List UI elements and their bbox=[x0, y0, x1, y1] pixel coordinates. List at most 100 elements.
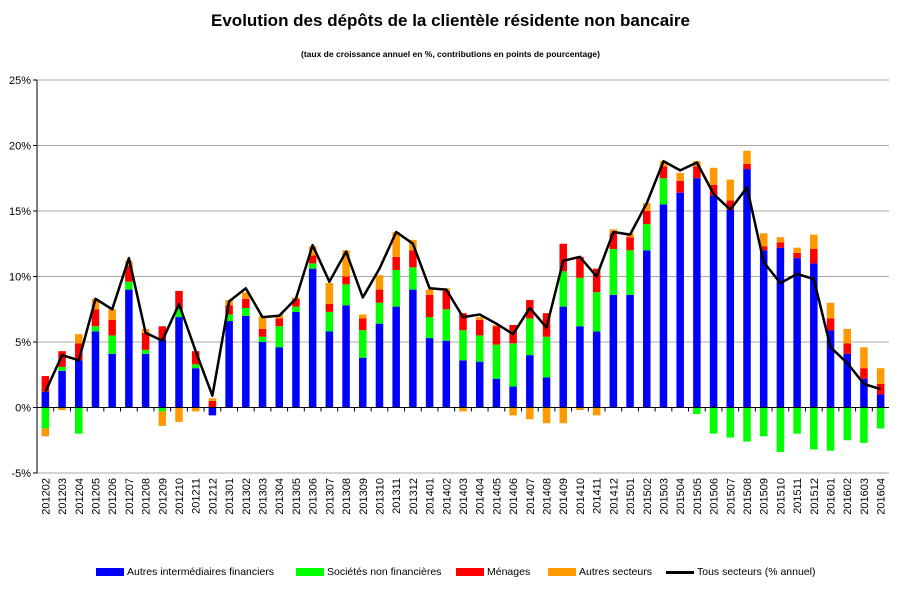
bar-segment bbox=[41, 428, 50, 437]
x-tick-label: 201207 bbox=[124, 478, 136, 515]
bar-segment bbox=[258, 315, 267, 329]
bar-segment bbox=[425, 338, 434, 408]
bar-segment bbox=[359, 318, 367, 331]
bar-segment bbox=[793, 258, 801, 408]
bar-segment bbox=[191, 364, 200, 369]
bar-segment bbox=[475, 361, 484, 408]
x-tick-label: 201507 bbox=[725, 478, 737, 515]
bar-segment bbox=[810, 407, 818, 450]
bar-segment bbox=[75, 343, 83, 361]
bar-segment bbox=[258, 328, 267, 337]
bar-segment bbox=[175, 317, 183, 408]
bar-segment bbox=[91, 298, 100, 310]
bar-segment bbox=[191, 368, 200, 408]
legend-item-autres-intermediaires: Autres intermédiaires financiers bbox=[96, 566, 274, 578]
bar-segment bbox=[643, 250, 651, 408]
x-tick-label: 201504 bbox=[675, 478, 687, 515]
bar-segment bbox=[676, 192, 684, 408]
x-tick-label: 201512 bbox=[809, 478, 821, 515]
bar-segment bbox=[108, 335, 116, 354]
bar-segment bbox=[843, 407, 851, 441]
bar-segment bbox=[709, 184, 718, 196]
bar-series bbox=[41, 150, 885, 453]
bar-segment bbox=[275, 326, 283, 348]
x-tick-label: 201511 bbox=[792, 478, 804, 514]
bar-segment bbox=[843, 353, 851, 408]
x-tick-label: 201603 bbox=[859, 478, 871, 515]
bar-segment bbox=[659, 204, 668, 408]
bar-segment bbox=[342, 305, 350, 408]
bar-segment bbox=[726, 179, 735, 201]
legend-item-menages: Ménages bbox=[456, 566, 530, 578]
bar-segment bbox=[759, 407, 768, 437]
x-tick-label: 201210 bbox=[174, 478, 186, 515]
bar-segment bbox=[876, 407, 885, 429]
x-tick-label: 201401 bbox=[425, 478, 437, 515]
bar-segment bbox=[776, 242, 785, 248]
y-tick-label: 25% bbox=[9, 75, 31, 87]
x-tick-label: 201306 bbox=[308, 478, 320, 515]
x-tick-label: 201506 bbox=[709, 478, 721, 515]
bar-segment bbox=[776, 407, 785, 453]
x-tick-label: 201305 bbox=[291, 478, 303, 515]
bar-segment bbox=[860, 378, 868, 408]
bar-segment bbox=[325, 283, 334, 305]
bar-segment bbox=[876, 383, 885, 395]
bar-segment bbox=[743, 407, 751, 442]
bar-segment bbox=[409, 267, 417, 290]
bar-segment bbox=[693, 166, 701, 179]
bar-segment bbox=[125, 289, 133, 408]
x-tick-label: 201311 bbox=[391, 478, 403, 514]
bar-segment bbox=[643, 211, 651, 225]
x-tick-label: 201407 bbox=[525, 478, 537, 515]
x-tick-label: 201412 bbox=[608, 478, 620, 515]
bar-segment bbox=[308, 255, 317, 264]
bar-segment bbox=[359, 330, 367, 358]
bar-segment bbox=[392, 269, 400, 307]
bar-segment bbox=[559, 407, 567, 424]
bar-segment bbox=[459, 360, 467, 408]
bar-segment bbox=[626, 237, 634, 251]
bar-segment bbox=[492, 378, 501, 408]
bar-segment bbox=[409, 289, 417, 408]
bar-segment bbox=[576, 326, 584, 408]
bar-segment bbox=[860, 368, 868, 379]
bar-segment bbox=[459, 330, 467, 361]
bar-segment bbox=[693, 407, 701, 415]
bar-segment bbox=[776, 247, 785, 408]
x-tick-label: 201404 bbox=[475, 478, 487, 515]
bar-segment bbox=[759, 233, 768, 247]
bar-segment bbox=[41, 391, 50, 408]
bar-segment bbox=[425, 294, 434, 318]
legend-label: Tous secteurs (% annuel) bbox=[697, 566, 816, 578]
bar-segment bbox=[425, 317, 434, 339]
bar-segment bbox=[392, 231, 400, 257]
bar-segment bbox=[793, 247, 801, 253]
bar-segment bbox=[592, 268, 601, 293]
bar-segment bbox=[726, 209, 735, 408]
bar-segment bbox=[375, 323, 384, 408]
bar-segment bbox=[225, 314, 233, 322]
total-line bbox=[44, 159, 881, 397]
bar-segment bbox=[793, 407, 801, 434]
axes: -5% 0% 5% 10% 15% 20% 25% 201202 201203 201204 201… bbox=[9, 75, 889, 515]
bar-segment bbox=[676, 180, 684, 193]
x-tick-label: 201202 bbox=[40, 478, 52, 515]
bar-segment bbox=[392, 306, 400, 408]
bar-segment bbox=[208, 400, 217, 408]
bar-segment bbox=[759, 246, 768, 251]
bar-segment bbox=[492, 326, 501, 345]
x-tick-label: 201304 bbox=[274, 478, 286, 515]
x-tick-label: 201410 bbox=[575, 478, 587, 515]
x-tick-label: 201403 bbox=[458, 478, 470, 515]
bar-segment bbox=[643, 224, 651, 251]
bar-segment bbox=[793, 252, 801, 259]
bar-segment bbox=[359, 314, 367, 319]
bar-segment bbox=[509, 407, 517, 416]
x-tick-label: 201601 bbox=[826, 478, 838, 515]
bar-segment bbox=[559, 306, 567, 408]
bar-segment bbox=[375, 302, 384, 324]
x-tick-label: 201604 bbox=[876, 478, 888, 515]
bar-segment bbox=[826, 302, 835, 319]
x-tick-label: 201602 bbox=[842, 478, 854, 515]
